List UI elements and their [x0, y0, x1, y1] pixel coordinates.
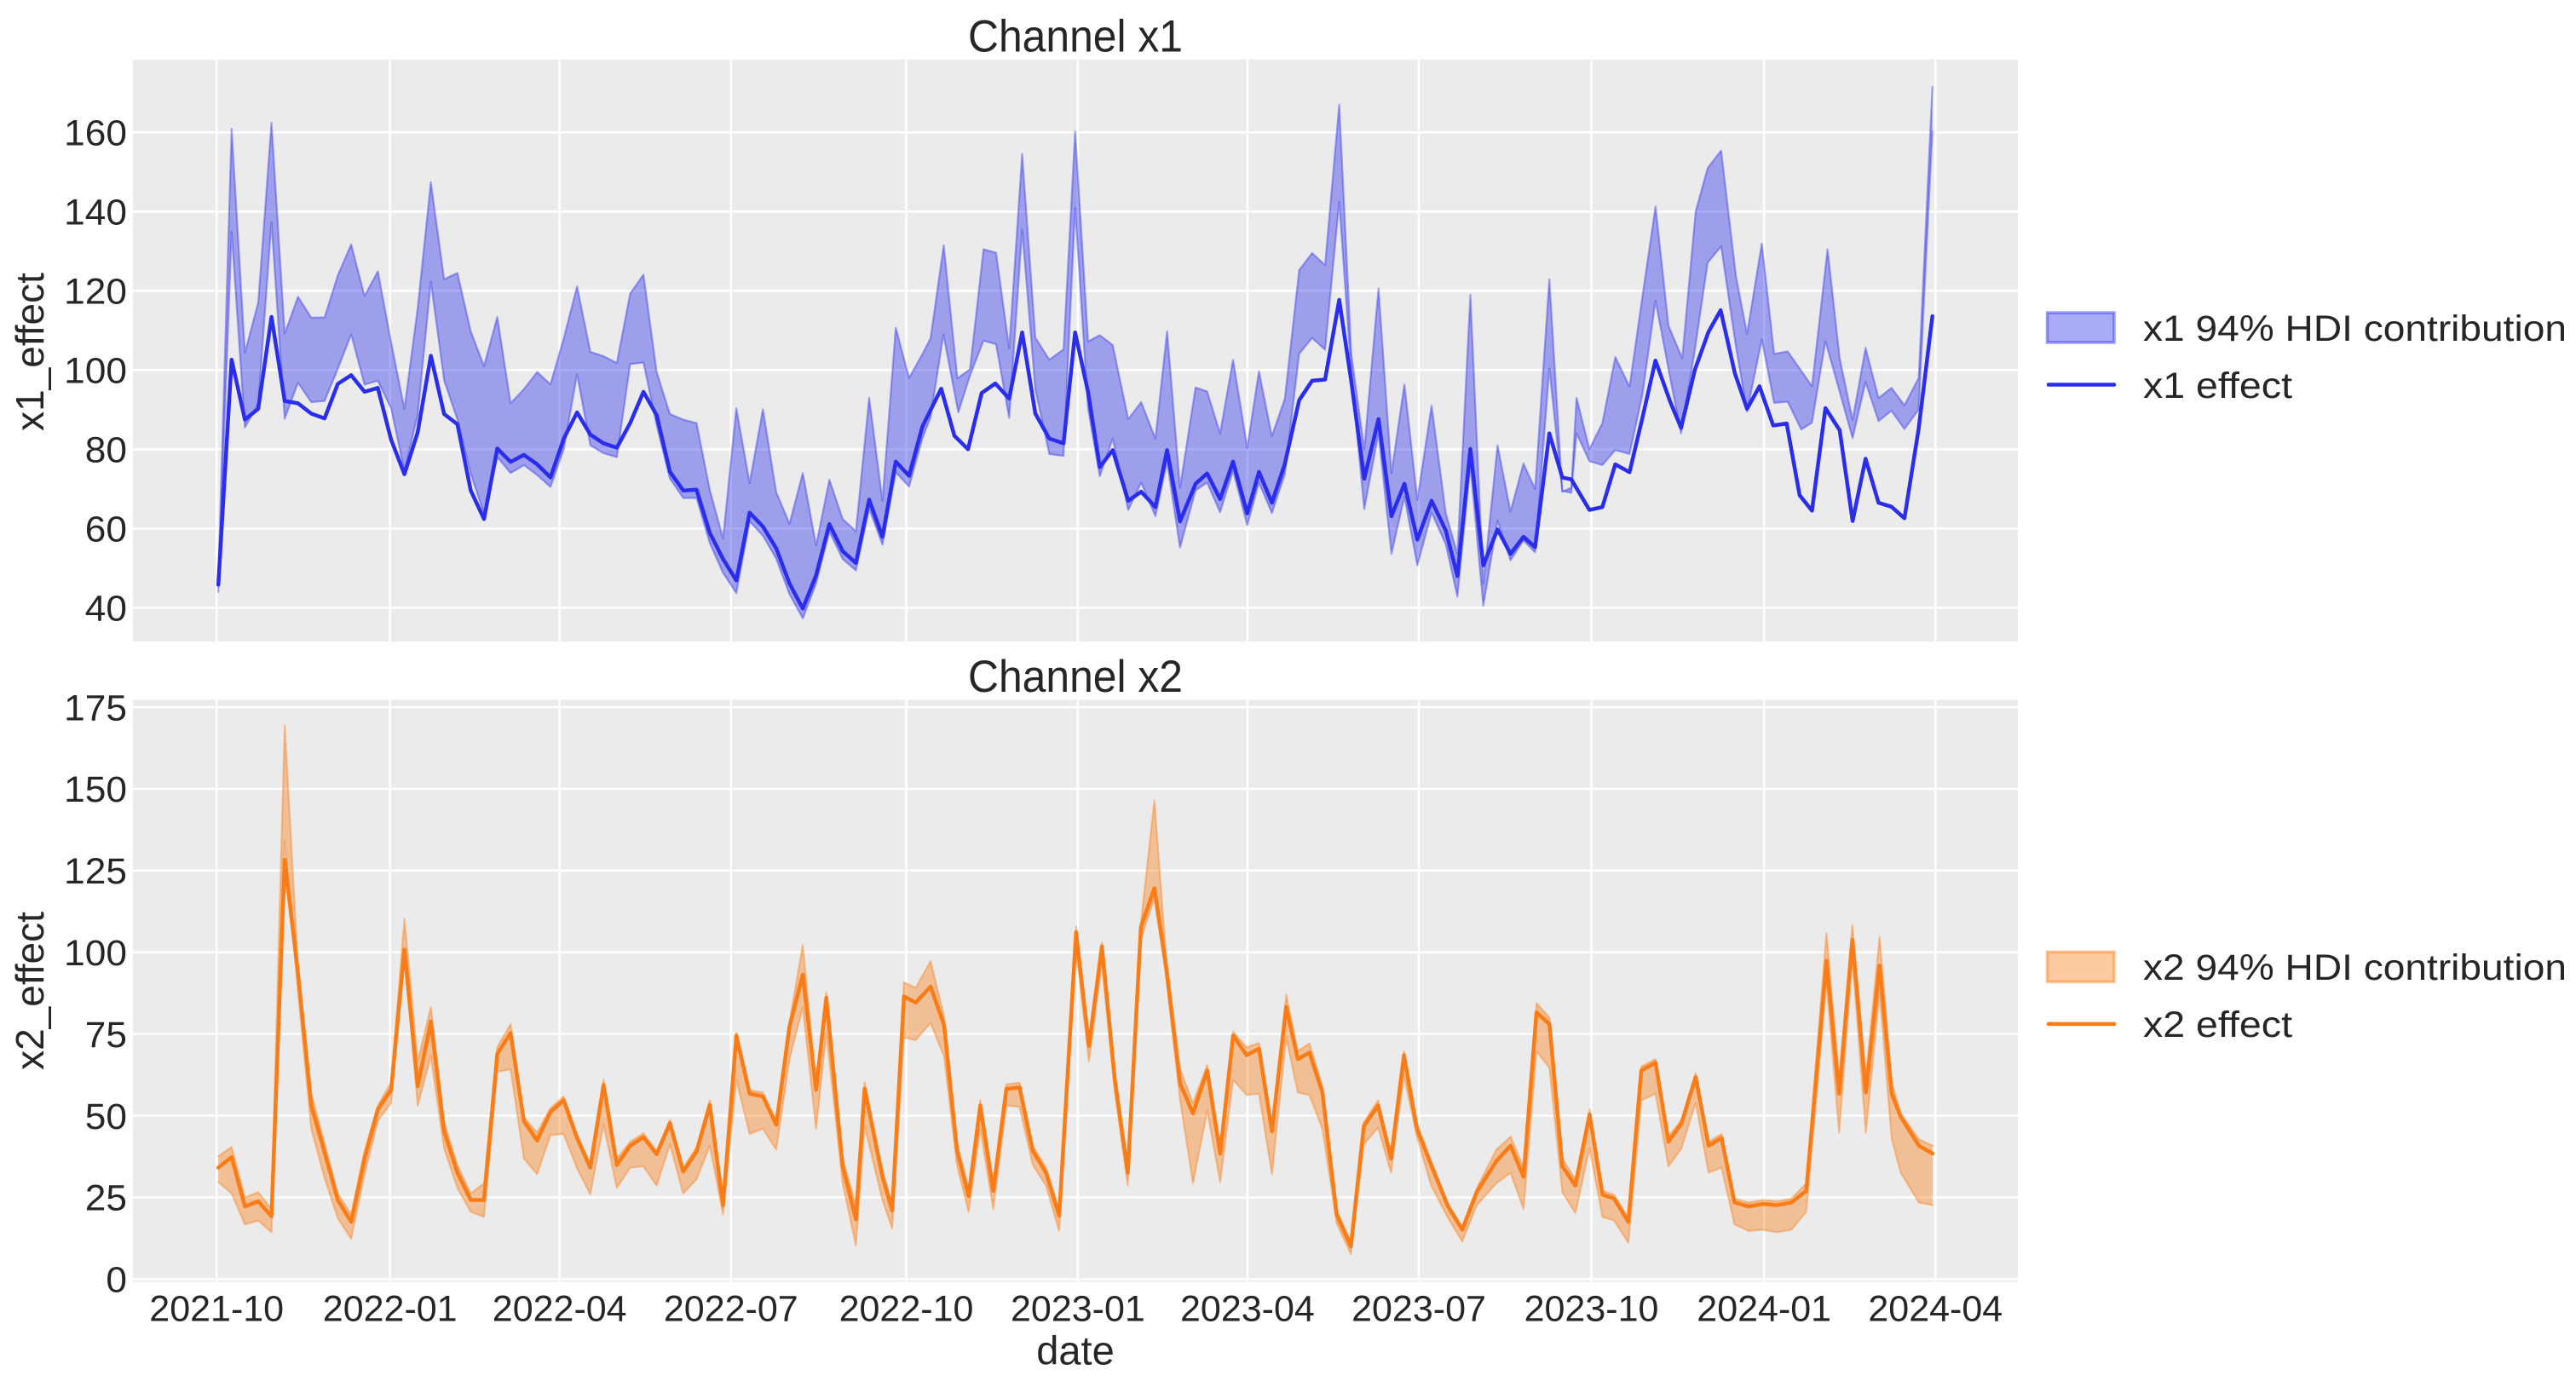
svg-text:140: 140 [64, 193, 127, 233]
svg-text:2022-10: 2022-10 [839, 1289, 974, 1330]
svg-text:160: 160 [64, 113, 127, 154]
svg-text:2023-01: 2023-01 [1011, 1289, 1145, 1330]
svg-text:Channel x2: Channel x2 [968, 652, 1183, 702]
svg-text:60: 60 [85, 509, 127, 550]
svg-text:175: 175 [64, 688, 127, 728]
svg-text:100: 100 [64, 933, 127, 974]
svg-text:0: 0 [106, 1260, 127, 1301]
svg-text:2023-04: 2023-04 [1180, 1289, 1315, 1330]
svg-text:100: 100 [64, 351, 127, 392]
svg-text:120: 120 [64, 272, 127, 313]
svg-text:50: 50 [85, 1096, 127, 1137]
svg-text:2023-10: 2023-10 [1524, 1289, 1659, 1330]
svg-text:x1 94% HDI contribution: x1 94% HDI contribution [2143, 308, 2567, 349]
svg-text:2022-04: 2022-04 [493, 1289, 627, 1330]
svg-text:125: 125 [64, 851, 127, 892]
svg-text:x1 effect: x1 effect [2143, 365, 2292, 406]
svg-text:x1_effect: x1_effect [8, 273, 52, 431]
svg-text:x2 94% HDI contribution: x2 94% HDI contribution [2143, 947, 2567, 988]
svg-text:2021-10: 2021-10 [149, 1289, 284, 1330]
svg-text:x2_effect: x2_effect [8, 912, 52, 1070]
svg-text:2022-07: 2022-07 [664, 1289, 798, 1330]
svg-text:Channel x1: Channel x1 [968, 12, 1183, 62]
svg-text:150: 150 [64, 769, 127, 810]
svg-text:40: 40 [85, 589, 127, 630]
svg-text:date: date [1036, 1328, 1114, 1373]
svg-text:x2 effect: x2 effect [2143, 1004, 2292, 1045]
svg-text:2022-01: 2022-01 [323, 1289, 458, 1330]
svg-text:2023-07: 2023-07 [1351, 1289, 1486, 1330]
svg-text:2024-04: 2024-04 [1868, 1289, 2003, 1330]
svg-text:25: 25 [85, 1178, 127, 1219]
svg-text:75: 75 [85, 1015, 127, 1056]
svg-text:2024-01: 2024-01 [1697, 1289, 1831, 1330]
svg-text:80: 80 [85, 430, 127, 471]
